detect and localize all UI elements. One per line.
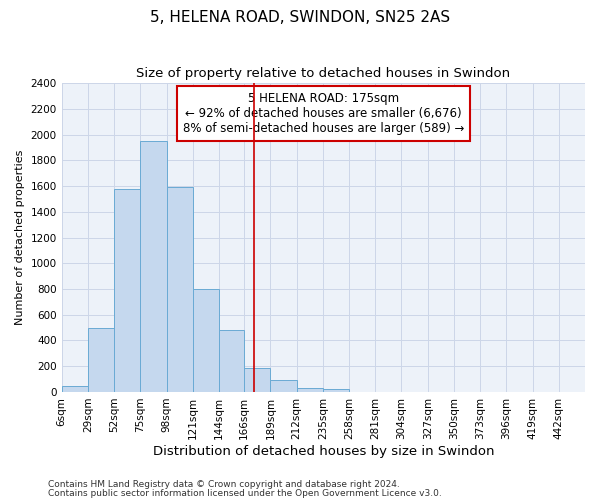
- Bar: [271, 380, 296, 392]
- Bar: [193, 289, 219, 392]
- Text: Contains HM Land Registry data © Crown copyright and database right 2024.: Contains HM Land Registry data © Crown c…: [48, 480, 400, 489]
- Title: Size of property relative to detached houses in Swindon: Size of property relative to detached ho…: [136, 68, 511, 80]
- Bar: [219, 330, 244, 392]
- Bar: [323, 390, 349, 392]
- Bar: [88, 328, 114, 392]
- Y-axis label: Number of detached properties: Number of detached properties: [15, 150, 25, 325]
- Bar: [114, 188, 140, 392]
- Bar: [62, 386, 88, 392]
- Text: 5, HELENA ROAD, SWINDON, SN25 2AS: 5, HELENA ROAD, SWINDON, SN25 2AS: [150, 10, 450, 25]
- Bar: [140, 141, 167, 392]
- Bar: [167, 188, 193, 392]
- Text: 5 HELENA ROAD: 175sqm
← 92% of detached houses are smaller (6,676)
8% of semi-de: 5 HELENA ROAD: 175sqm ← 92% of detached …: [182, 92, 464, 136]
- Bar: [244, 368, 271, 392]
- Bar: [296, 388, 323, 392]
- X-axis label: Distribution of detached houses by size in Swindon: Distribution of detached houses by size …: [152, 444, 494, 458]
- Text: Contains public sector information licensed under the Open Government Licence v3: Contains public sector information licen…: [48, 488, 442, 498]
